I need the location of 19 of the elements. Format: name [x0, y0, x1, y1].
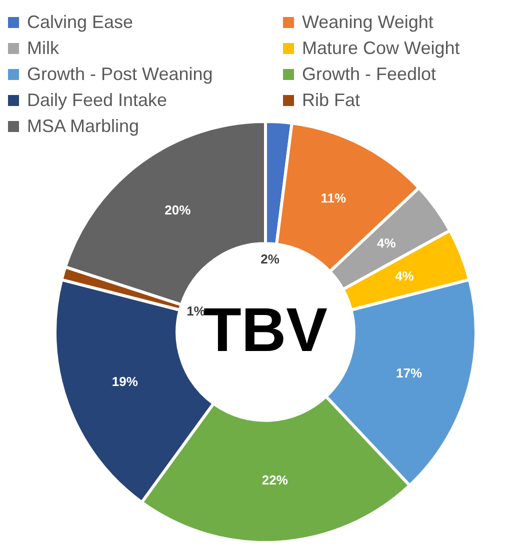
data-label: 2% — [260, 251, 280, 266]
legend-label: MSA Marbling — [27, 116, 140, 137]
legend-label: Growth - Feedlot — [302, 64, 436, 85]
text: TBV — [204, 296, 328, 366]
legend-label: Milk — [27, 38, 59, 59]
data-label: 1% — [186, 303, 206, 318]
legend-label: Growth - Post Weaning — [27, 64, 213, 85]
data-label: 22% — [262, 472, 288, 488]
data-label: 17% — [396, 365, 422, 380]
data-label: 19% — [112, 374, 138, 390]
legend-label: Weaning Weight — [302, 12, 434, 33]
legend-label: Rib Fat — [302, 90, 360, 111]
data-label: 20% — [164, 202, 192, 218]
data-label: 11% — [320, 190, 346, 206]
data-label: 4% — [377, 236, 396, 251]
data-label: 4% — [395, 268, 414, 284]
legend-label: Mature Cow Weight — [302, 38, 460, 59]
legend-label: Daily Feed Intake — [27, 90, 168, 111]
legend-label: Calving Ease — [27, 12, 134, 33]
